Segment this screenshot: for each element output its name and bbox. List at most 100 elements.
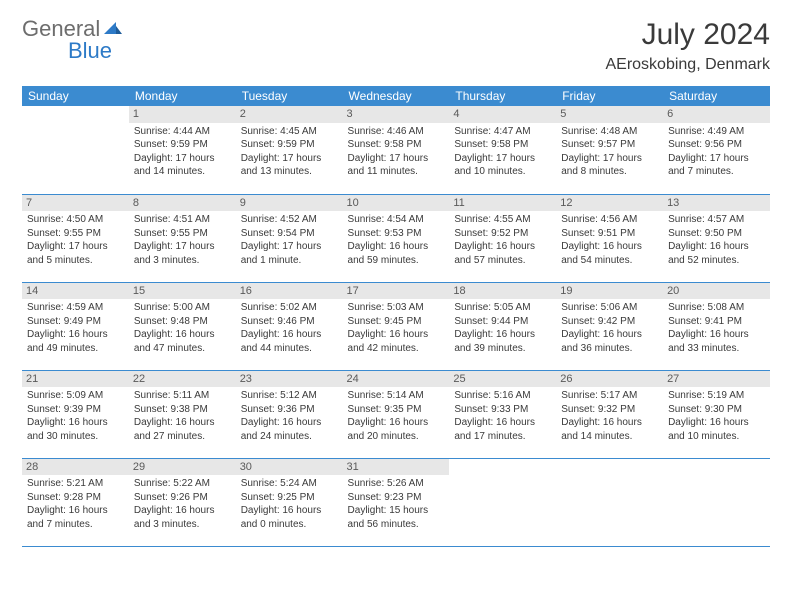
calendar-day-cell: 2Sunrise: 4:45 AMSunset: 9:59 PMDaylight… [236,106,343,194]
calendar-day-cell: 16Sunrise: 5:02 AMSunset: 9:46 PMDayligh… [236,282,343,370]
sunset-text: Sunset: 9:30 PM [668,403,765,417]
day-number: 26 [556,371,663,388]
sunrise-text: Sunrise: 4:54 AM [348,213,445,227]
calendar-day-cell: 24Sunrise: 5:14 AMSunset: 9:35 PMDayligh… [343,370,450,458]
title-block: July 2024 AEroskobing, Denmark [605,18,770,74]
daylight-text: and 14 minutes. [134,165,231,179]
sunset-text: Sunset: 9:39 PM [27,403,124,417]
daylight-text: Daylight: 17 hours [134,240,231,254]
daylight-text: Daylight: 16 hours [348,416,445,430]
day-number: 14 [22,283,129,300]
daylight-text: and 24 minutes. [241,430,338,444]
daylight-text: and 30 minutes. [27,430,124,444]
daylight-text: Daylight: 16 hours [454,328,551,342]
calendar-day-cell [449,458,556,546]
daylight-text: Daylight: 16 hours [27,328,124,342]
day-number: 13 [663,195,770,212]
daylight-text: Daylight: 16 hours [454,240,551,254]
logo-text: General Blue [22,18,122,62]
daylight-text: and 7 minutes. [27,518,124,532]
sunset-text: Sunset: 9:23 PM [348,491,445,505]
logo-sail-icon [102,18,122,40]
day-number: 31 [343,459,450,476]
sunset-text: Sunset: 9:59 PM [134,138,231,152]
sunrise-text: Sunrise: 5:21 AM [27,477,124,491]
calendar-day-cell: 25Sunrise: 5:16 AMSunset: 9:33 PMDayligh… [449,370,556,458]
weekday-header: Thursday [449,86,556,106]
sunset-text: Sunset: 9:35 PM [348,403,445,417]
daylight-text: and 1 minute. [241,254,338,268]
daylight-text: and 10 minutes. [668,430,765,444]
sunrise-text: Sunrise: 4:46 AM [348,125,445,139]
calendar-day-cell: 22Sunrise: 5:11 AMSunset: 9:38 PMDayligh… [129,370,236,458]
daylight-text: Daylight: 16 hours [561,240,658,254]
daylight-text: and 14 minutes. [561,430,658,444]
calendar-day-cell: 23Sunrise: 5:12 AMSunset: 9:36 PMDayligh… [236,370,343,458]
calendar-week-row: 7Sunrise: 4:50 AMSunset: 9:55 PM Daylight… [22,194,770,282]
daylight-text: and 36 minutes. [561,342,658,356]
daylight-text: and 39 minutes. [454,342,551,356]
day-number: 5 [556,106,663,123]
calendar-day-cell: 17Sunrise: 5:03 AMSunset: 9:45 PMDayligh… [343,282,450,370]
calendar-day-cell: 12Sunrise: 4:56 AMSunset: 9:51 PMDayligh… [556,194,663,282]
logo-word2: Blue [68,38,112,63]
daylight-text: and 7 minutes. [668,165,765,179]
sunrise-text: Sunrise: 5:24 AM [241,477,338,491]
daylight-text: and 54 minutes. [561,254,658,268]
calendar-day-cell: 18Sunrise: 5:05 AMSunset: 9:44 PMDayligh… [449,282,556,370]
calendar-day-cell: 21Sunrise: 5:09 AMSunset: 9:39 PMDayligh… [22,370,129,458]
day-number: 28 [22,459,129,476]
page-header: General Blue July 2024 AEroskobing, Denm… [22,18,770,74]
daylight-text: and 11 minutes. [348,165,445,179]
weekday-header: Saturday [663,86,770,106]
day-number: 1 [129,106,236,123]
sunrise-text: Sunrise: 4:49 AM [668,125,765,139]
daylight-text: and 20 minutes. [348,430,445,444]
sunrise-text: Sunrise: 4:57 AM [668,213,765,227]
day-number: 23 [236,371,343,388]
weekday-header-row: Sunday Monday Tuesday Wednesday Thursday… [22,86,770,106]
daylight-text: Daylight: 16 hours [134,504,231,518]
calendar-day-cell: 28Sunrise: 5:21 AMSunset: 9:28 PMDayligh… [22,458,129,546]
weekday-header: Friday [556,86,663,106]
calendar-week-row: 21Sunrise: 5:09 AMSunset: 9:39 PMDayligh… [22,370,770,458]
calendar-day-cell [556,458,663,546]
day-number: 3 [343,106,450,123]
sunset-text: Sunset: 9:42 PM [561,315,658,329]
calendar-day-cell: 27Sunrise: 5:19 AMSunset: 9:30 PMDayligh… [663,370,770,458]
daylight-text: and 57 minutes. [454,254,551,268]
daylight-text: and 59 minutes. [348,254,445,268]
calendar-day-cell [22,106,129,194]
sunset-text: Sunset: 9:25 PM [241,491,338,505]
sunrise-text: Sunrise: 5:09 AM [27,389,124,403]
calendar-day-cell: 6Sunrise: 4:49 AMSunset: 9:56 PMDaylight… [663,106,770,194]
sunset-text: Sunset: 9:55 PM [27,227,124,241]
daylight-text: Daylight: 17 hours [241,152,338,166]
sunrise-text: Sunrise: 4:44 AM [134,125,231,139]
daylight-text: Daylight: 16 hours [668,416,765,430]
daylight-text: and 49 minutes. [27,342,124,356]
daylight-text: Daylight: 16 hours [241,504,338,518]
weekday-header: Monday [129,86,236,106]
sunset-text: Sunset: 9:58 PM [454,138,551,152]
sunrise-text: Sunrise: 5:22 AM [134,477,231,491]
sunrise-text: Sunrise: 4:45 AM [241,125,338,139]
day-number: 9 [236,195,343,212]
sunset-text: Sunset: 9:45 PM [348,315,445,329]
sunset-text: Sunset: 9:28 PM [27,491,124,505]
calendar-week-row: 14Sunrise: 4:59 AMSunset: 9:49 PMDayligh… [22,282,770,370]
daylight-text: Daylight: 16 hours [241,416,338,430]
sunrise-text: Sunrise: 4:50 AM [27,213,124,227]
daylight-text: and 56 minutes. [348,518,445,532]
daylight-text: and 8 minutes. [561,165,658,179]
daylight-text: Daylight: 16 hours [561,416,658,430]
day-number: 18 [449,283,556,300]
sunset-text: Sunset: 9:53 PM [348,227,445,241]
sunrise-text: Sunrise: 4:59 AM [27,301,124,315]
calendar-day-cell: 19Sunrise: 5:06 AMSunset: 9:42 PMDayligh… [556,282,663,370]
day-number: 7 [22,195,129,212]
calendar-day-cell: 8Sunrise: 4:51 AMSunset: 9:55 PMDaylight… [129,194,236,282]
sunset-text: Sunset: 9:38 PM [134,403,231,417]
calendar-week-row: 28Sunrise: 5:21 AMSunset: 9:28 PM Dayligh… [22,458,770,546]
sunset-text: Sunset: 9:46 PM [241,315,338,329]
